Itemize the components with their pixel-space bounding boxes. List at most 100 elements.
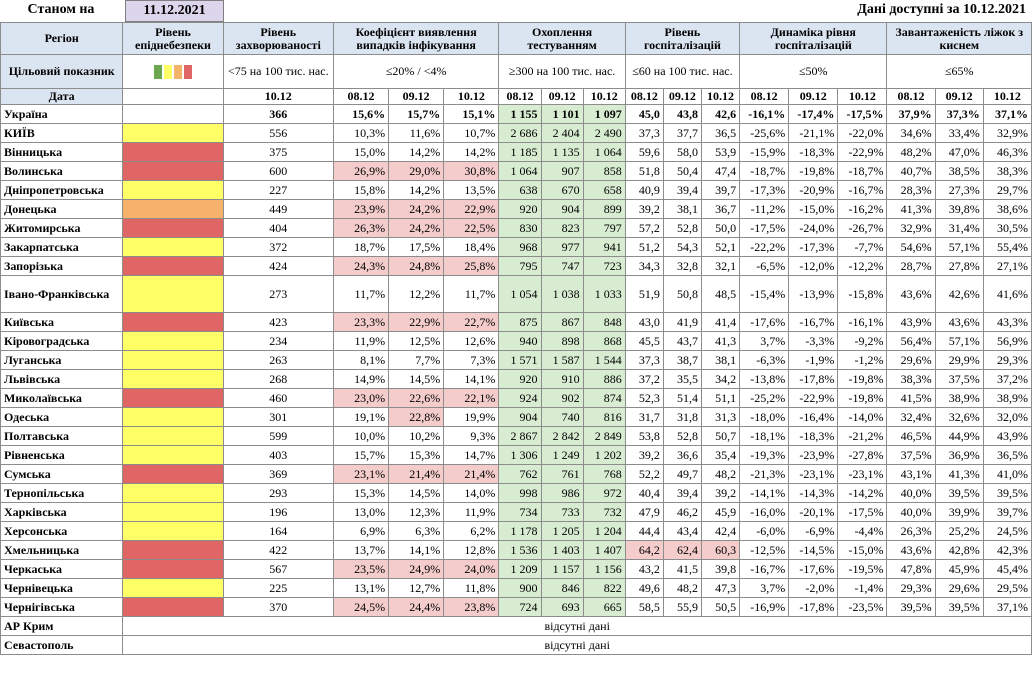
region: Рівненська — [0, 445, 124, 465]
date-header: 08.12 — [886, 88, 936, 105]
cell: 293 — [222, 483, 334, 503]
level-legend — [122, 54, 224, 89]
cell: 25,8% — [443, 256, 500, 276]
cell: 43,6% — [934, 312, 984, 332]
cell: 24,2% — [388, 218, 445, 238]
col-header: Рівень госпіталізацій — [624, 22, 741, 55]
region: Чернівецька — [0, 578, 124, 598]
cell: 22,1% — [443, 388, 500, 408]
col-header: Охоплення тестуванням — [498, 22, 626, 55]
cell: 44,4 — [624, 521, 664, 541]
level — [122, 237, 224, 257]
cell: 196 — [222, 502, 334, 522]
region: Україна — [0, 104, 124, 124]
cell: 848 — [582, 312, 626, 332]
cell: 49,7 — [662, 464, 702, 484]
cell: 2 490 — [582, 123, 626, 143]
cell: 372 — [222, 237, 334, 257]
cell: 10,2% — [388, 426, 445, 446]
cell: 724 — [498, 597, 542, 617]
cell: -18,3% — [788, 426, 839, 446]
cell: -6,3% — [739, 350, 790, 370]
cell: 37,7 — [662, 123, 702, 143]
cell: 39,5% — [886, 597, 936, 617]
cell: 816 — [582, 407, 626, 427]
cell: -23,9% — [788, 445, 839, 465]
cell: 24,5% — [982, 521, 1033, 541]
cell: 37,3 — [624, 350, 664, 370]
cell: -17,4% — [788, 104, 839, 124]
cell: 27,1% — [982, 256, 1033, 276]
cell: 39,2 — [700, 483, 741, 503]
cell: 38,7 — [662, 350, 702, 370]
cell: 55,9 — [662, 597, 702, 617]
cell: 42,8% — [934, 540, 984, 560]
cell: 11,9% — [332, 331, 390, 351]
cell: 22,9% — [388, 312, 445, 332]
cell: 37,3% — [934, 104, 984, 124]
cell: 64,2 — [624, 540, 664, 560]
table-row: Хмельницька 422 13,7% 14,1% 12,8% 1 536 1 403 1… — [0, 540, 1033, 560]
target: ≤20% / <4% — [332, 54, 500, 89]
cell: 24,9% — [388, 559, 445, 579]
cell: 10,0% — [332, 426, 390, 446]
cell: 22,5% — [443, 218, 500, 238]
cell: 6,9% — [332, 521, 390, 541]
cell: -22,2% — [739, 237, 790, 257]
data-available: Дані доступні за 10.12.2021 — [857, 2, 1026, 17]
cell: 31,4% — [934, 218, 984, 238]
cell: 665 — [582, 597, 626, 617]
level — [122, 540, 224, 560]
cell: 600 — [222, 161, 334, 181]
cell: -18,7% — [739, 161, 790, 181]
table-row: Вінницька 375 15,0% 14,2% 14,2% 1 185 1 135 1 0… — [0, 142, 1033, 162]
cell: -27,8% — [837, 445, 888, 465]
cell: 43,1% — [886, 464, 936, 484]
cell: 43,8 — [662, 104, 702, 124]
cell: 38,1 — [662, 199, 702, 219]
cell: 19,1% — [332, 407, 390, 427]
col-header: Коефіцієнт виявлення випадків інфікуванн… — [332, 22, 500, 55]
empty-cell — [122, 88, 224, 105]
cell: -22,9% — [837, 142, 888, 162]
level — [122, 350, 224, 370]
level — [122, 483, 224, 503]
cell: 15,7% — [332, 445, 390, 465]
level — [122, 464, 224, 484]
as-of-date: 11.12.2021 — [125, 0, 224, 22]
target: ≤50% — [739, 54, 888, 89]
cell: 35,4 — [700, 445, 741, 465]
cell: 43,6% — [886, 275, 936, 313]
level — [122, 218, 224, 238]
cell: 1 135 — [540, 142, 584, 162]
cell: 1 306 — [498, 445, 542, 465]
cell: 53,9 — [700, 142, 741, 162]
cell: -13,8% — [739, 369, 790, 389]
cell: 761 — [540, 464, 584, 484]
cell: 38,9% — [934, 388, 984, 408]
cell: 43,9% — [982, 426, 1033, 446]
col-header: Завантаженість ліжок з киснем — [886, 22, 1032, 55]
date-header: 10.12 — [982, 88, 1033, 105]
top-bar: Станом на 11.12.2021 Дані доступні за 10… — [0, 0, 1036, 22]
table-body: Україна 366 15,6% 15,7% 15,1% 1 155 1 101 1 097… — [0, 104, 1033, 655]
cell: -17,5% — [837, 104, 888, 124]
cell: 55,4% — [982, 237, 1033, 257]
cell: 268 — [222, 369, 334, 389]
cell: -7,7% — [837, 237, 888, 257]
target: ≤60 на 100 тис. нас. — [624, 54, 741, 89]
date-header: 09.12 — [788, 88, 839, 105]
cell: 58,0 — [662, 142, 702, 162]
cell: 375 — [222, 142, 334, 162]
cell: -26,7% — [837, 218, 888, 238]
cell: 1 178 — [498, 521, 542, 541]
date-header: 10.12 — [222, 88, 334, 105]
region: Волинська — [0, 161, 124, 181]
cell: 39,8% — [934, 199, 984, 219]
cell: -16,7% — [788, 312, 839, 332]
cell: 25,2% — [934, 521, 984, 541]
cell: 8,1% — [332, 350, 390, 370]
cell: 1 204 — [582, 521, 626, 541]
cell: 26,3% — [886, 521, 936, 541]
level — [122, 161, 224, 181]
